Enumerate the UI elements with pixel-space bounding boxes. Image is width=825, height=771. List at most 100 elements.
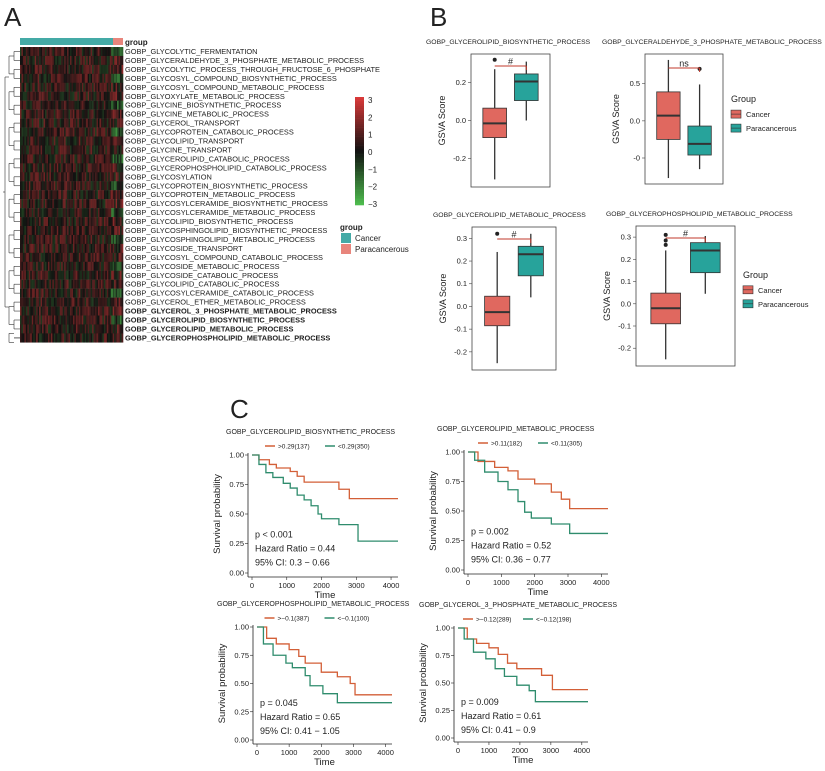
heatmap-cell	[43, 136, 46, 146]
heatmap-cell	[78, 172, 81, 182]
heatmap-cell	[71, 288, 74, 298]
heatmap-cell	[105, 91, 108, 101]
heatmap-cell	[111, 297, 113, 307]
heatmap-cell	[96, 55, 99, 66]
heatmap-cell	[115, 55, 118, 66]
heatmap-cell	[77, 181, 80, 191]
heatmap-cell	[43, 82, 46, 92]
heatmap-row-label: GOBP_GLYCOSYL_COMPOUND_CATABOLIC_PROCESS	[125, 253, 323, 262]
heatmap-cell	[67, 288, 69, 298]
heatmap-cell	[117, 154, 119, 164]
heatmap-cell	[56, 100, 59, 110]
heatmap-cell	[83, 73, 86, 83]
heatmap-cell	[72, 324, 75, 334]
colorbar-segment	[355, 170, 364, 173]
heatmap-cell	[96, 324, 99, 334]
heatmap-cell	[121, 270, 124, 280]
heatmap-cell	[30, 145, 33, 155]
heatmap-cell	[21, 288, 24, 298]
heatmap-cell	[90, 315, 93, 325]
heatmap-cell	[46, 100, 49, 110]
heatmap-cell	[93, 118, 96, 128]
heatmap-cell	[118, 145, 121, 155]
heatmap-cell	[90, 100, 93, 110]
heatmap-cell	[114, 297, 116, 307]
outlier-point	[495, 231, 500, 236]
heatmap-cell	[108, 270, 111, 280]
heatmap-cell	[28, 288, 31, 298]
heatmap-cell	[111, 252, 113, 262]
heatmap-cell	[99, 127, 102, 137]
heatmap-cell	[93, 145, 96, 155]
heatmap-cell	[52, 261, 55, 271]
heatmap-cell	[95, 163, 97, 173]
heatmap-cell	[37, 333, 40, 343]
heatmap-cell	[93, 315, 96, 325]
heatmap-cell	[78, 333, 81, 343]
heatmap-cell	[97, 100, 100, 110]
y-tick-label: 0.5	[630, 79, 640, 88]
heatmap-cell	[108, 55, 111, 66]
heatmap-cell	[52, 73, 55, 83]
heatmap-cell	[103, 154, 106, 164]
heatmap-cell	[71, 172, 74, 182]
heatmap-cell	[64, 181, 66, 191]
colorbar-segment	[355, 158, 364, 161]
heatmap-cell	[56, 91, 59, 101]
heatmap-cell	[46, 252, 49, 262]
heatmap-cell	[102, 208, 105, 218]
heatmap-cell	[20, 154, 22, 164]
y-tick-label: 1.00	[229, 451, 244, 460]
heatmap-cell	[34, 172, 37, 182]
heatmap-cell	[46, 261, 49, 271]
heatmap-cell	[56, 47, 59, 57]
heatmap-cell	[118, 270, 121, 280]
heatmap-cell	[53, 190, 56, 200]
heatmap-cell	[74, 64, 77, 75]
heatmap-cell	[43, 279, 46, 289]
heatmap-cell	[50, 208, 53, 218]
heatmap-cell	[33, 279, 36, 289]
y-axis-label: GSVA Score	[437, 96, 447, 146]
heatmap-cell	[118, 226, 121, 236]
y-tick-label: 0.75	[435, 651, 450, 660]
heatmap-cell	[37, 324, 40, 334]
heatmap-row-label: GOBP_GLYCOPROTEIN_BIOSYNTHETIC_PROCESS	[125, 181, 308, 190]
heatmap-cell	[121, 252, 124, 262]
heatmap-cell	[50, 252, 53, 262]
heatmap-cell	[95, 118, 97, 128]
heatmap-cell	[31, 145, 34, 155]
heatmap-cell	[103, 333, 106, 343]
heatmap-cell	[64, 234, 66, 245]
heatmap-cell	[118, 306, 121, 316]
heatmap-cell	[70, 199, 72, 209]
heatmap-cell	[93, 109, 96, 119]
heatmap-cell	[30, 315, 33, 325]
heatmap-cell	[120, 252, 122, 262]
heatmap-cell	[55, 127, 58, 137]
heatmap-cell	[103, 234, 106, 245]
heatmap-cell	[87, 118, 90, 128]
heatmap-cell	[40, 109, 43, 119]
heatmap-cell	[21, 172, 24, 182]
colorbar-segment	[355, 178, 364, 181]
heatmap-cell	[114, 270, 116, 280]
heatmap-cell	[21, 243, 24, 254]
survival-plot: GOBP_GLYCEROL_3_PHOSPHATE_METABOLIC_PROC…	[418, 602, 617, 766]
heatmap-cell	[108, 217, 111, 227]
heatmap-cell	[64, 252, 66, 262]
heatmap-cell	[50, 127, 53, 137]
heatmap-cell	[37, 91, 40, 101]
heatmap-cell	[52, 252, 55, 262]
heatmap-cell	[108, 163, 111, 173]
heatmap-cell	[21, 234, 24, 245]
heatmap-cell	[52, 47, 55, 57]
heatmap-cell	[61, 199, 63, 209]
heatmap-cell	[36, 288, 38, 298]
heatmap-cell	[25, 145, 28, 155]
heatmap-cell	[92, 333, 94, 343]
heatmap-cell	[121, 91, 124, 101]
heatmap-cell	[70, 190, 72, 200]
heatmap-cell	[21, 324, 24, 334]
heatmap-cell	[68, 261, 71, 271]
